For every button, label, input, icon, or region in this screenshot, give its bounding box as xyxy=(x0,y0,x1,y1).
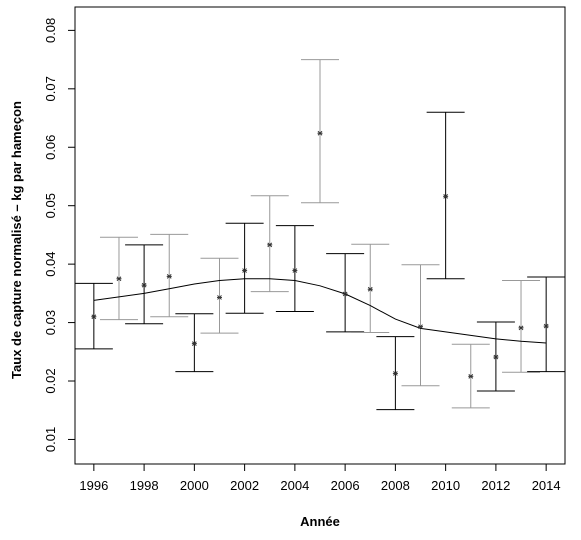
y-tick-label: 0.06 xyxy=(43,135,58,160)
data-point xyxy=(267,242,273,248)
x-tick-label: 2000 xyxy=(180,478,209,493)
data-point xyxy=(518,325,524,331)
x-tick-label: 2006 xyxy=(331,478,360,493)
y-tick-label: 0.07 xyxy=(43,76,58,101)
error-bar xyxy=(150,233,189,318)
data-point xyxy=(418,324,424,330)
error-bar xyxy=(326,253,365,333)
y-axis-title: Taux de capture normalisé – kg par hameç… xyxy=(9,101,24,379)
x-tick-label: 2008 xyxy=(381,478,410,493)
x-tick-label: 1998 xyxy=(130,478,159,493)
data-point xyxy=(242,268,248,273)
error-bar xyxy=(200,257,239,334)
x-tick-label: 1996 xyxy=(79,478,108,493)
x-tick-label: 2004 xyxy=(280,478,309,493)
error-bar xyxy=(301,59,339,204)
data-point xyxy=(116,276,122,282)
x-tick-label: 2012 xyxy=(481,478,510,493)
data-point xyxy=(292,268,298,273)
data-point xyxy=(166,274,172,279)
data-point xyxy=(342,291,348,297)
data-point xyxy=(392,371,398,376)
data-point xyxy=(141,282,147,288)
error-bar xyxy=(426,111,465,280)
data-point xyxy=(191,341,197,346)
y-tick-label: 0.04 xyxy=(43,251,58,276)
y-tick-label: 0.03 xyxy=(43,310,58,335)
x-tick-label: 2014 xyxy=(532,478,561,493)
data-point xyxy=(543,323,549,329)
data-point xyxy=(443,193,449,199)
error-bar xyxy=(125,244,164,325)
error-bar xyxy=(225,222,264,314)
error-bar xyxy=(527,276,566,373)
error-bar xyxy=(250,195,289,293)
plot-frame xyxy=(74,6,566,465)
trend-line xyxy=(93,278,547,344)
x-tick-label: 2010 xyxy=(431,478,460,493)
data-point xyxy=(493,354,499,360)
data-point xyxy=(468,373,474,379)
error-bar xyxy=(175,313,214,373)
data-point xyxy=(91,314,97,320)
data-point xyxy=(317,130,323,136)
y-tick-label: 0.02 xyxy=(43,368,58,393)
error-bars xyxy=(74,59,566,411)
data-points xyxy=(91,130,549,379)
x-axis-title: Année xyxy=(300,514,340,529)
y-tick-label: 0.05 xyxy=(43,193,58,218)
data-point xyxy=(216,295,222,300)
y-axis: 0.01 0.02 0.03 0.04 0.05 0.06 0.07 0.08 xyxy=(43,18,75,452)
error-bar xyxy=(502,279,541,373)
error-bar xyxy=(351,243,390,334)
data-point xyxy=(367,286,373,292)
x-tick-label: 2002 xyxy=(230,478,259,493)
x-axis: 1996 1998 2000 2002 2004 2006 2008 2010 2012 2014 xyxy=(79,464,561,493)
error-bar xyxy=(401,264,440,387)
y-tick-label: 0.08 xyxy=(43,18,58,43)
error-bar xyxy=(275,225,314,312)
y-tick-label: 0.01 xyxy=(43,427,58,452)
